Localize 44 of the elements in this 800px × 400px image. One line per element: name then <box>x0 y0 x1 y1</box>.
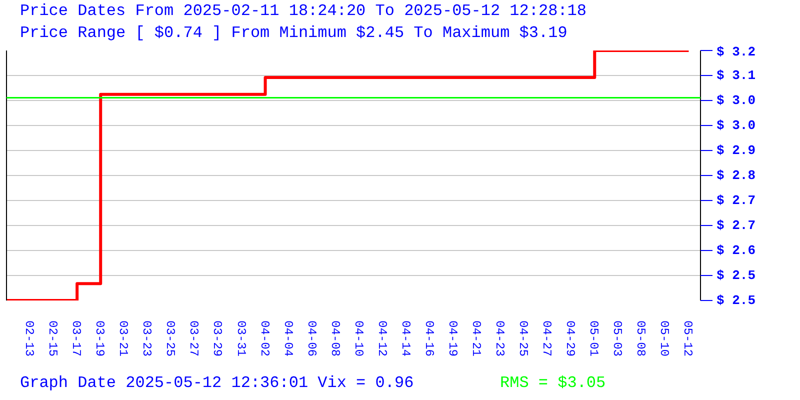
x-tick-label: 03-31 <box>234 320 248 357</box>
x-tick-label: 04-27 <box>540 320 554 357</box>
y-tick-label: $ 2.7 <box>716 193 756 208</box>
x-tick-label: 04-12 <box>374 320 389 357</box>
chart-subtitle: Price Range [ $0.74 ] From Minimum $2.45 To Maximum $3.19 <box>20 23 568 44</box>
x-tick-label: 04-08 <box>328 320 342 357</box>
y-tick-label: $ 2.5 <box>716 293 756 308</box>
x-tick-label: 03-19 <box>92 320 107 357</box>
y-tick-label: $ 2.9 <box>716 143 756 158</box>
x-tick-label: 05-10 <box>657 320 672 357</box>
x-tick-label: 05-03 <box>610 320 624 357</box>
x-tick-label: 04-29 <box>563 320 578 357</box>
chart-title: Price Dates From 2025-02-11 18:24:20 To 2025-05-12 12:28:18 <box>20 1 586 22</box>
ref-line-label: RMS = $3.05 <box>500 373 606 394</box>
text: Graph Date 2025-05-12 12:36:01 Vix = 0.96 <box>20 373 414 394</box>
x-tick-label: 04-23 <box>492 320 507 357</box>
y-tick-label: $ 2.8 <box>716 168 756 183</box>
y-tick-label: $ 2.5 <box>716 268 756 283</box>
x-tick-label: 04-19 <box>445 320 460 357</box>
x-tick-label: 04-06 <box>304 320 318 357</box>
x-tick-label: 02-13 <box>22 320 36 357</box>
y-tick-label: $ 2.6 <box>716 243 756 258</box>
x-tick-label: 04-14 <box>398 320 412 357</box>
y-tick-label: $ 3.0 <box>716 118 756 133</box>
x-tick-label: 04-10 <box>351 320 366 357</box>
y-tick-label: $ 3.0 <box>716 93 756 108</box>
x-tick-label: 02-15 <box>46 320 60 357</box>
x-tick-label: 04-16 <box>422 320 436 357</box>
y-tick-label: $ 2.7 <box>716 218 756 233</box>
x-tick-label: 03-25 <box>163 320 178 357</box>
x-tick-label: 03-17 <box>69 320 84 357</box>
y-tick-label: $ 3.2 <box>716 44 756 60</box>
x-tick-label: 03-23 <box>140 320 154 357</box>
x-tick-label: 04-25 <box>516 320 530 357</box>
x-tick-label: 04-04 <box>280 320 295 357</box>
x-tick-label: 03-29 <box>210 320 224 357</box>
x-tick-label: 05-12 <box>680 320 695 357</box>
x-tick-label: 03-21 <box>116 320 130 357</box>
x-tick-label: 03-27 <box>186 320 201 357</box>
y-tick-label: $ 3.1 <box>716 68 756 83</box>
x-tick-label: 04-21 <box>469 320 484 357</box>
x-tick-label: 05-08 <box>634 320 648 357</box>
x-tick-label: 05-01 <box>586 320 601 357</box>
x-tick-label: 04-02 <box>257 320 272 357</box>
